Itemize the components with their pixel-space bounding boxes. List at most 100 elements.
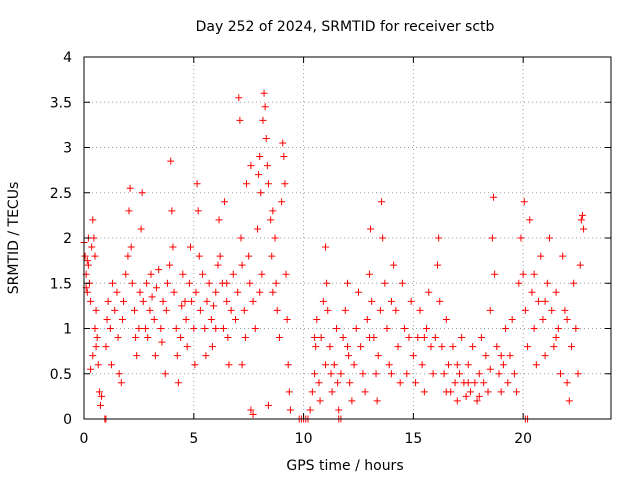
y-tick-label: 1.5: [50, 276, 72, 292]
data-point: [246, 279, 254, 287]
data-point: [87, 365, 95, 373]
data-point: [435, 234, 443, 242]
data-point: [92, 343, 100, 351]
data-point: [234, 288, 242, 296]
data-point: [87, 297, 95, 305]
data-point: [497, 352, 505, 360]
data-point: [201, 325, 209, 332]
y-tick-label: 4: [63, 50, 72, 66]
data-point: [185, 279, 193, 287]
data-point: [255, 171, 263, 179]
data-point: [425, 288, 433, 296]
data-point: [561, 306, 569, 314]
data-point: [484, 388, 492, 396]
data-point: [499, 361, 507, 369]
data-point: [172, 325, 180, 332]
data-point: [190, 325, 198, 332]
data-point: [137, 225, 145, 233]
data-point: [122, 270, 130, 278]
data-point: [365, 334, 373, 342]
data-point: [378, 198, 386, 206]
data-point: [361, 388, 369, 396]
data-point: [147, 270, 155, 278]
data-point: [486, 306, 494, 314]
data-point: [91, 325, 99, 332]
y-tick-label: 2.5: [50, 186, 72, 202]
data-point: [111, 306, 119, 314]
data-point: [264, 180, 272, 188]
data-point: [451, 379, 459, 387]
data-point: [103, 315, 111, 323]
data-point: [247, 162, 255, 170]
data-point: [578, 211, 586, 219]
data-point: [317, 334, 325, 342]
data-point: [183, 343, 191, 351]
data-point: [192, 288, 200, 296]
data-point: [528, 288, 536, 296]
data-point: [423, 325, 431, 332]
data-point: [312, 343, 320, 351]
data-point: [257, 189, 265, 197]
data-point: [159, 297, 167, 305]
data-point: [268, 252, 276, 260]
y-tick-label: 0.5: [50, 367, 72, 383]
data-point: [163, 279, 171, 287]
data-point: [510, 370, 518, 378]
data-point: [420, 388, 428, 396]
data-point: [539, 315, 547, 323]
data-point: [458, 334, 466, 342]
data-point: [572, 325, 580, 332]
data-point: [574, 370, 582, 378]
data-point: [212, 288, 220, 296]
data-point: [128, 279, 136, 287]
data-point: [517, 234, 525, 242]
data-point: [515, 279, 523, 287]
data-point: [115, 370, 123, 378]
data-point: [552, 334, 560, 342]
data-point: [138, 189, 146, 197]
y-tick-label: 3: [63, 141, 72, 157]
data-point: [216, 252, 224, 260]
data-point: [161, 370, 169, 378]
data-point: [125, 207, 133, 215]
data-point: [341, 306, 349, 314]
grid-lines: [84, 57, 611, 419]
x-tick-label: 5: [189, 431, 198, 447]
data-point: [253, 225, 261, 233]
data-point: [513, 388, 521, 396]
data-point: [520, 198, 528, 206]
data-point: [311, 334, 319, 342]
data-point: [315, 379, 323, 387]
data-point: [387, 370, 395, 378]
data-point: [271, 234, 279, 242]
data-point: [541, 352, 549, 360]
data-point: [236, 116, 244, 124]
data-point: [495, 370, 503, 378]
data-point: [221, 198, 229, 206]
data-point: [286, 406, 294, 414]
data-point: [374, 352, 382, 360]
data-point: [438, 343, 446, 351]
data-point: [262, 134, 270, 142]
data-point: [191, 361, 199, 369]
data-point: [401, 325, 409, 332]
data-point: [453, 397, 461, 405]
data-point: [238, 261, 246, 269]
data-point: [345, 352, 353, 360]
data-point: [178, 302, 186, 310]
data-point: [407, 297, 415, 305]
data-point: [118, 315, 126, 323]
data-point: [365, 270, 373, 278]
plot-frame: [83, 56, 612, 420]
data-point: [493, 343, 501, 351]
data-point: [434, 261, 442, 269]
data-point: [440, 370, 448, 378]
data-point: [322, 361, 330, 369]
data-point: [141, 325, 149, 332]
data-point: [563, 315, 571, 323]
data-point: [445, 361, 453, 369]
data-point: [339, 334, 347, 342]
data-point: [418, 361, 426, 369]
data-point: [215, 216, 223, 224]
